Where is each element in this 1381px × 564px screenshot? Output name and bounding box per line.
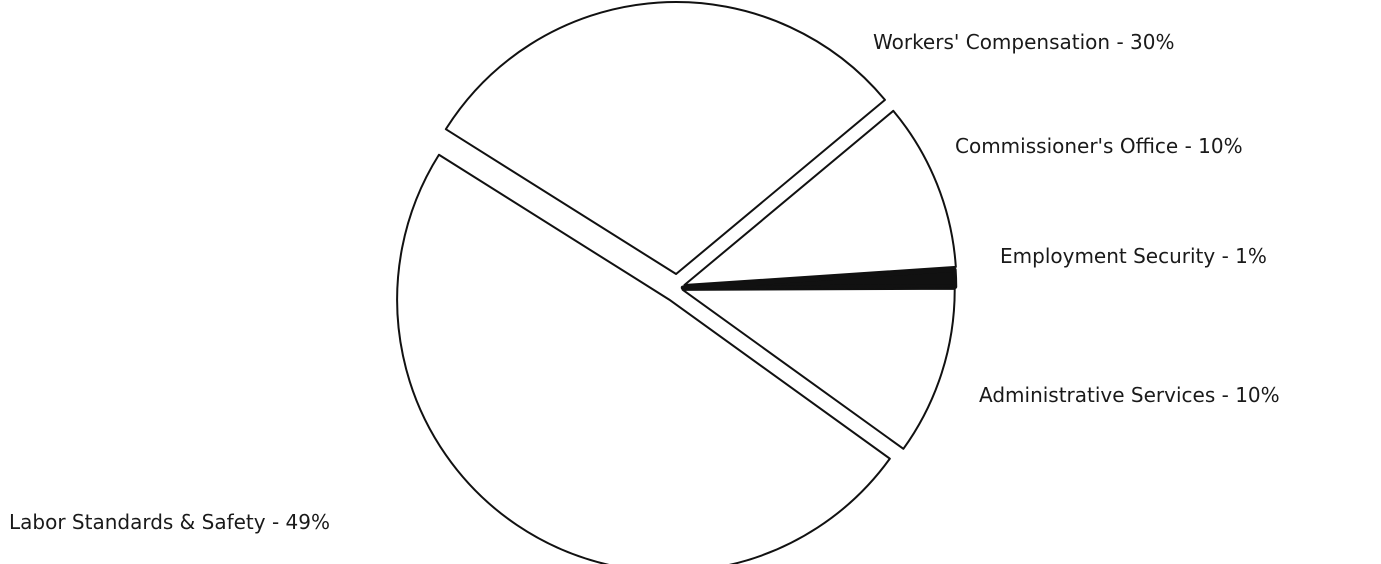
slice-label-labor-standards-safety: Labor Standards & Safety - 49% bbox=[9, 510, 330, 534]
pie-slice-labor-standards-safety bbox=[396, 153, 891, 564]
pie-labels: Workers' Compensation - 30% Commissioner… bbox=[9, 30, 1280, 534]
slice-label-commissioners-office: Commissioner's Office - 10% bbox=[955, 134, 1243, 158]
pie-slice-commissioner-s-office bbox=[683, 109, 957, 287]
pie-slices bbox=[396, 1, 958, 564]
pie-slice-employment-security bbox=[680, 267, 958, 291]
slice-label-workers-compensation: Workers' Compensation - 30% bbox=[873, 30, 1174, 54]
slice-label-administrative-services: Administrative Services - 10% bbox=[979, 383, 1280, 407]
pie-slice-administrative-services bbox=[681, 287, 956, 450]
pie-slice-workers-compensation bbox=[444, 1, 886, 276]
slice-label-employment-security: Employment Security - 1% bbox=[1000, 244, 1267, 268]
